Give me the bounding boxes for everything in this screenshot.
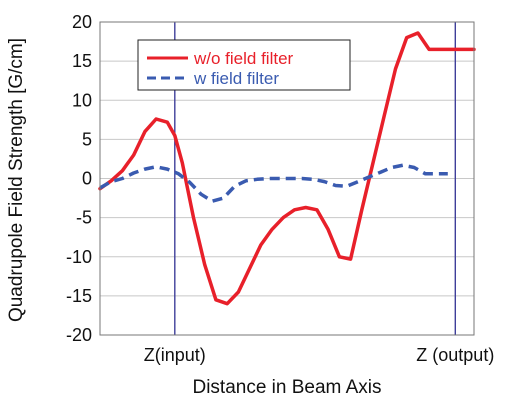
plot-area-frame xyxy=(99,21,475,336)
x-marker-labels: Z(input) Z (output) xyxy=(144,345,495,365)
legend-box xyxy=(137,39,351,91)
y-tick-label: 0 xyxy=(82,169,92,189)
series-lines xyxy=(98,31,476,306)
y-tick-label: 15 xyxy=(72,51,92,71)
y-tick-label: -5 xyxy=(76,208,92,228)
y-tick-label: -10 xyxy=(66,247,92,267)
series-line-w-filter xyxy=(99,163,448,203)
y-tick-label: 5 xyxy=(82,129,92,149)
legend: w/o field filter w field filter xyxy=(137,39,351,91)
x-marker-label: Z(input) xyxy=(144,345,206,365)
legend-label-wo-filter: w/o field filter xyxy=(193,49,294,68)
series-line-wo-filter xyxy=(98,31,476,306)
x-axis-label: Distance in Beam Axis xyxy=(192,377,381,398)
legend-label-w-filter: w field filter xyxy=(193,69,279,88)
y-tick-labels: 20 15 10 5 0 -5 -10 -15 -20 xyxy=(66,12,92,345)
y-tick-label: 10 xyxy=(72,90,92,110)
y-tick-label: -15 xyxy=(66,286,92,306)
y-axis-label: Quadrupole Field Strength [G/cm] xyxy=(6,38,27,322)
x-marker-label: Z (output) xyxy=(416,345,494,365)
y-tick-label: -20 xyxy=(66,325,92,345)
y-tick-label: 20 xyxy=(72,12,92,32)
